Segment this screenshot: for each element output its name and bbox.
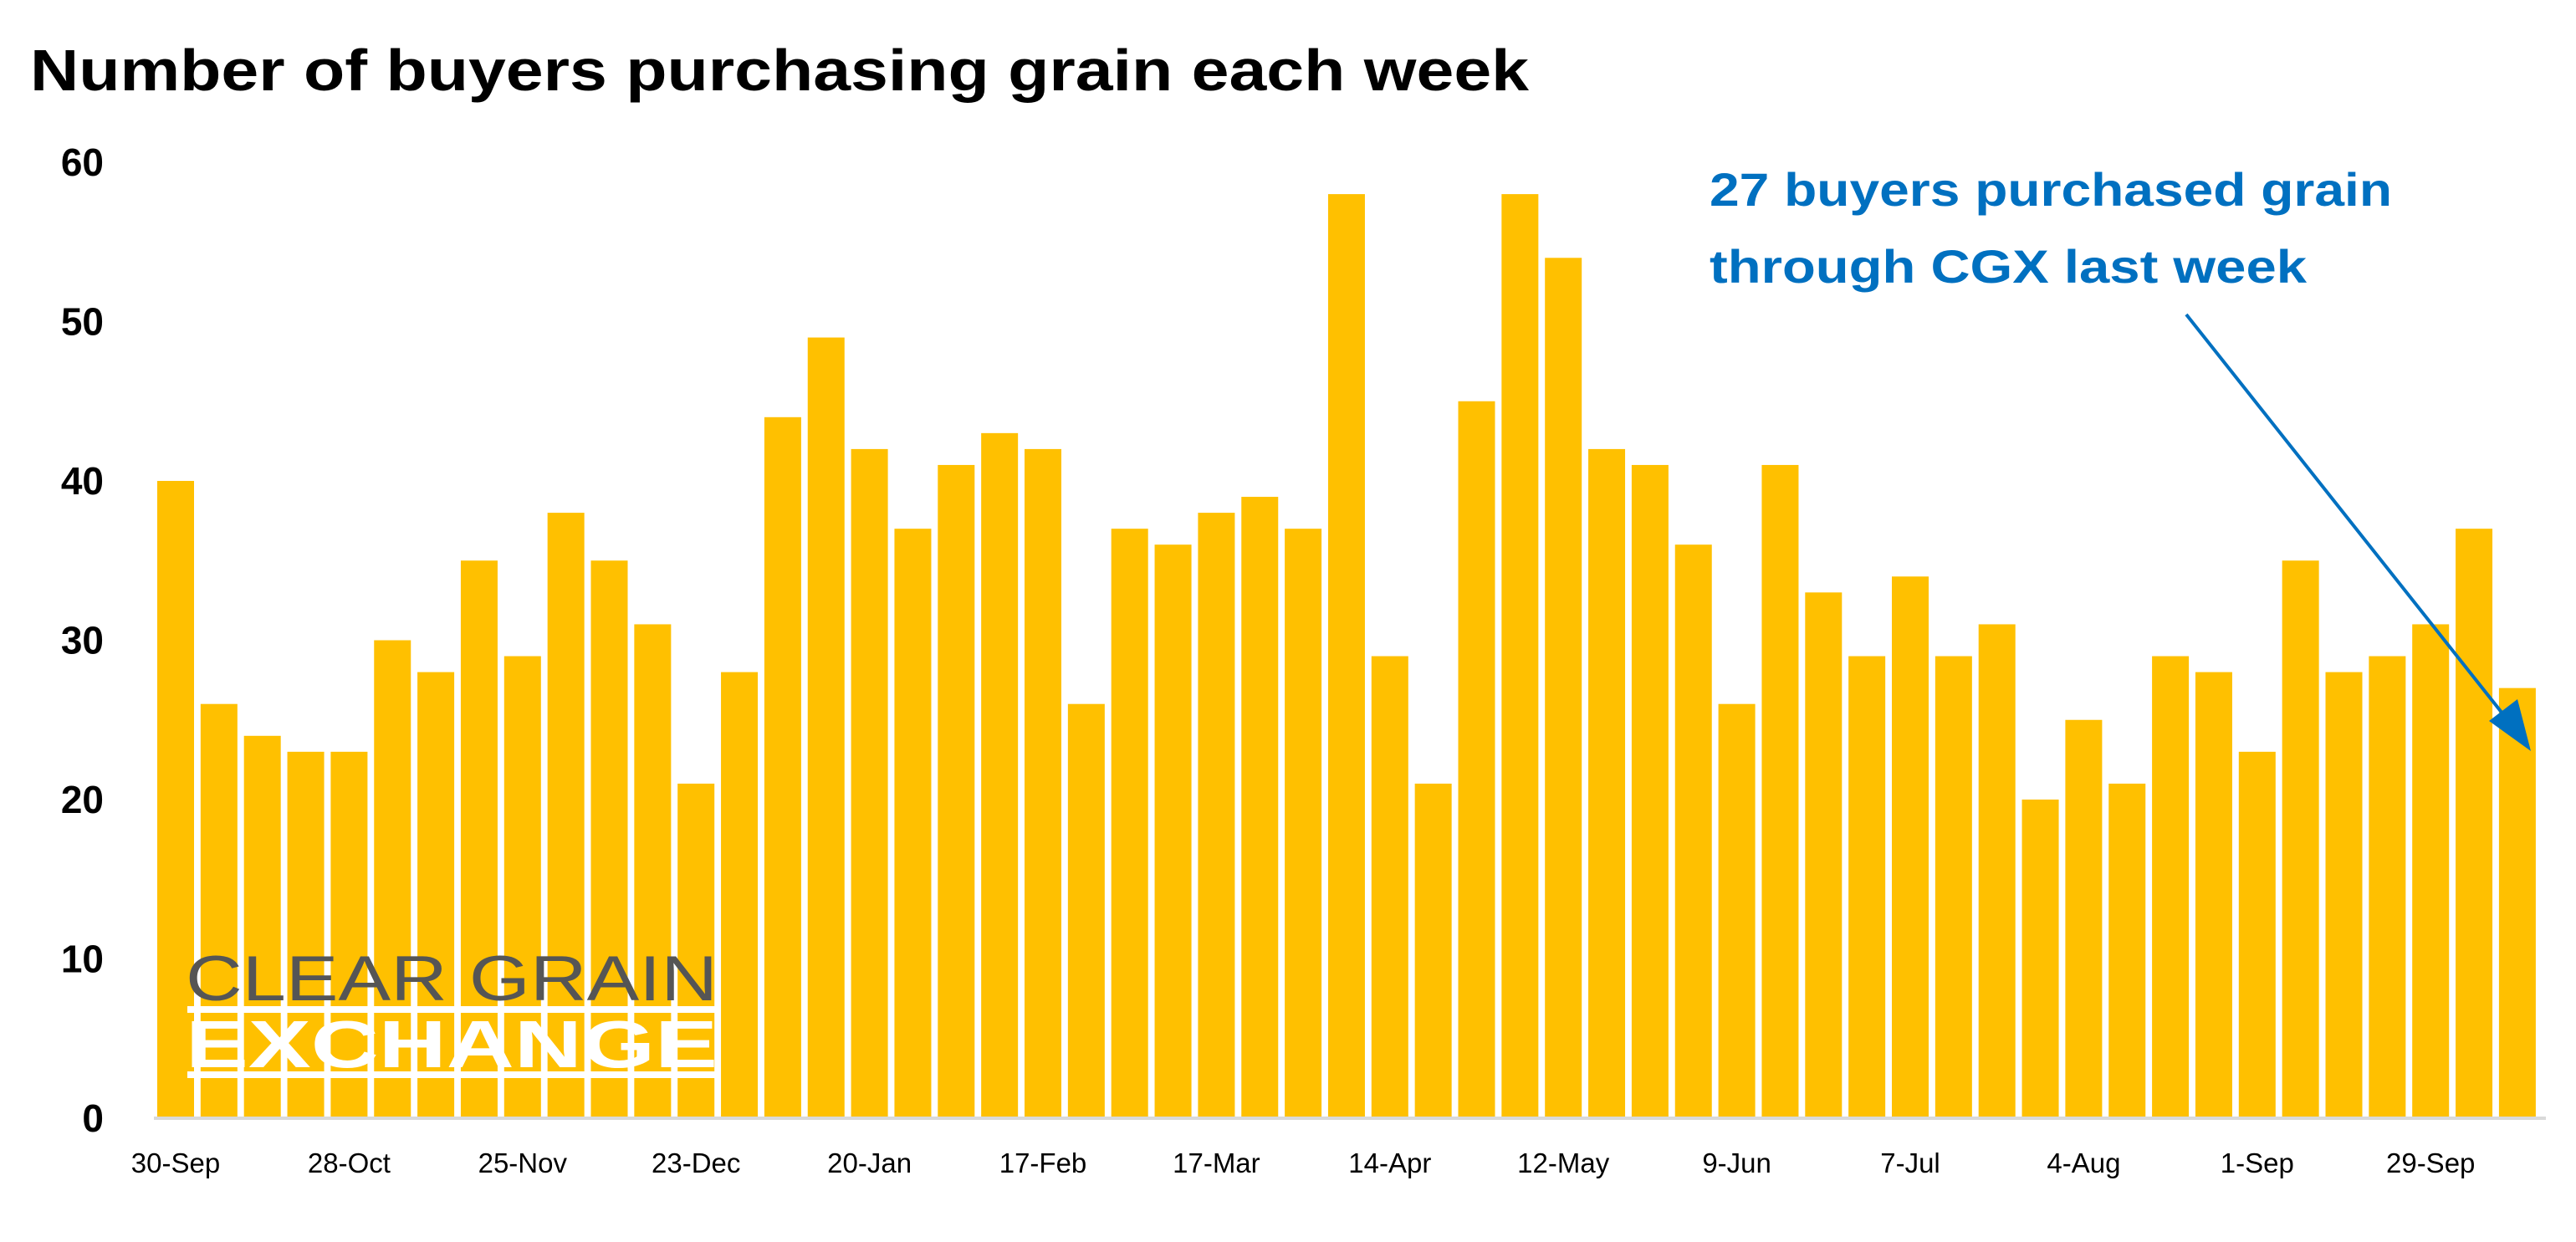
y-tick-label: 50 [61, 300, 104, 344]
bar [1631, 464, 1669, 1118]
bar [634, 624, 672, 1118]
bar [374, 640, 411, 1118]
x-tick-label: 4-Aug [2047, 1147, 2120, 1178]
bar [2498, 687, 2536, 1118]
y-tick-label: 30 [61, 619, 104, 662]
bar [1935, 656, 1972, 1118]
bar [1761, 464, 1799, 1118]
bar [1067, 703, 1105, 1118]
bar [2065, 719, 2103, 1118]
x-tick-label: 1-Sep [2221, 1147, 2294, 1178]
x-tick-label: 28-Oct [308, 1147, 391, 1178]
x-tick-label: 30-Sep [131, 1147, 220, 1178]
annotation: 27 buyers purchased grain through CGX la… [1710, 163, 2531, 751]
bar [1458, 401, 1495, 1118]
bar [460, 560, 498, 1118]
bar [1414, 783, 1452, 1118]
clear-grain-exchange-logo: CLEAR GRAIN EXCHANGE [186, 943, 718, 1081]
bar [243, 735, 281, 1118]
bar [764, 417, 801, 1118]
bar [1111, 529, 1148, 1118]
bar [1545, 258, 1582, 1118]
logo-rule-bottom [187, 1071, 716, 1078]
x-tick-label: 25-Nov [478, 1147, 568, 1178]
y-tick-label: 40 [61, 459, 104, 503]
bar [1198, 513, 1235, 1118]
annotation-line-2: through CGX last week [1710, 240, 2308, 293]
annotation-line-1: 27 buyers purchased grain [1710, 163, 2392, 216]
x-tick-label: 12-May [1517, 1147, 1610, 1178]
x-tick-label: 20-Jan [827, 1147, 912, 1178]
logo-line-1: CLEAR GRAIN [186, 943, 718, 1015]
y-tick-label: 60 [61, 141, 104, 184]
x-tick-label: 7-Jul [1880, 1147, 1940, 1178]
bar [2195, 672, 2232, 1118]
x-tick-label: 23-Dec [652, 1147, 740, 1178]
bar [1327, 194, 1365, 1119]
bar [1025, 448, 1061, 1118]
bar [547, 513, 585, 1118]
x-tick-label: 9-Jun [1702, 1147, 1771, 1178]
bar [721, 672, 759, 1118]
bar [1805, 592, 1843, 1118]
y-tick-label: 0 [82, 1096, 104, 1140]
x-axis-ticks: 30-Sep 28-Oct 25-Nov 23-Dec 20-Jan 17-Feb 17-M… [131, 1147, 2476, 1178]
bar [807, 337, 845, 1118]
bar [981, 432, 1019, 1118]
bar [287, 751, 325, 1118]
bars [157, 194, 2536, 1119]
bar [1285, 529, 1322, 1118]
logo-line-2: EXCHANGE [186, 1007, 718, 1081]
bar [1371, 656, 1408, 1118]
bar [2369, 656, 2406, 1118]
bar [2152, 656, 2190, 1118]
bar [1674, 544, 1712, 1118]
x-tick-label: 14-Apr [1348, 1147, 1431, 1178]
bar [938, 464, 975, 1118]
bar [1848, 656, 1886, 1118]
bar [677, 783, 715, 1118]
bar [2325, 672, 2363, 1118]
bar [1154, 544, 1192, 1118]
bar [2456, 529, 2493, 1118]
annotation-arrow-head-icon [2489, 699, 2531, 751]
annotation-arrow-line [2185, 313, 2507, 719]
bar [851, 448, 888, 1118]
bar [1241, 497, 1279, 1118]
x-tick-label: 29-Sep [2386, 1147, 2475, 1178]
bar [590, 560, 628, 1118]
chart-title: Number of buyers purchasing grain each w… [30, 38, 1529, 103]
bar [417, 672, 455, 1118]
x-tick-label: 17-Feb [999, 1147, 1087, 1178]
bar [1501, 194, 1539, 1119]
bar [2412, 624, 2450, 1118]
bar [503, 656, 541, 1118]
bar [894, 529, 932, 1118]
bar [2238, 751, 2276, 1118]
y-tick-label: 10 [61, 938, 104, 981]
bar [2282, 560, 2319, 1118]
x-tick-label: 17-Mar [1173, 1147, 1260, 1178]
bar [1978, 624, 2016, 1118]
bar [1588, 448, 1626, 1118]
bar [2021, 800, 2059, 1118]
y-tick-label: 20 [61, 778, 104, 821]
bar [330, 751, 368, 1118]
logo-rule-top [187, 1006, 716, 1013]
bar [1892, 576, 1929, 1118]
bar [1718, 703, 1756, 1118]
y-axis-ticks: 0 10 20 30 40 50 60 [61, 141, 104, 1140]
bar [2108, 783, 2146, 1118]
bar [200, 703, 238, 1118]
